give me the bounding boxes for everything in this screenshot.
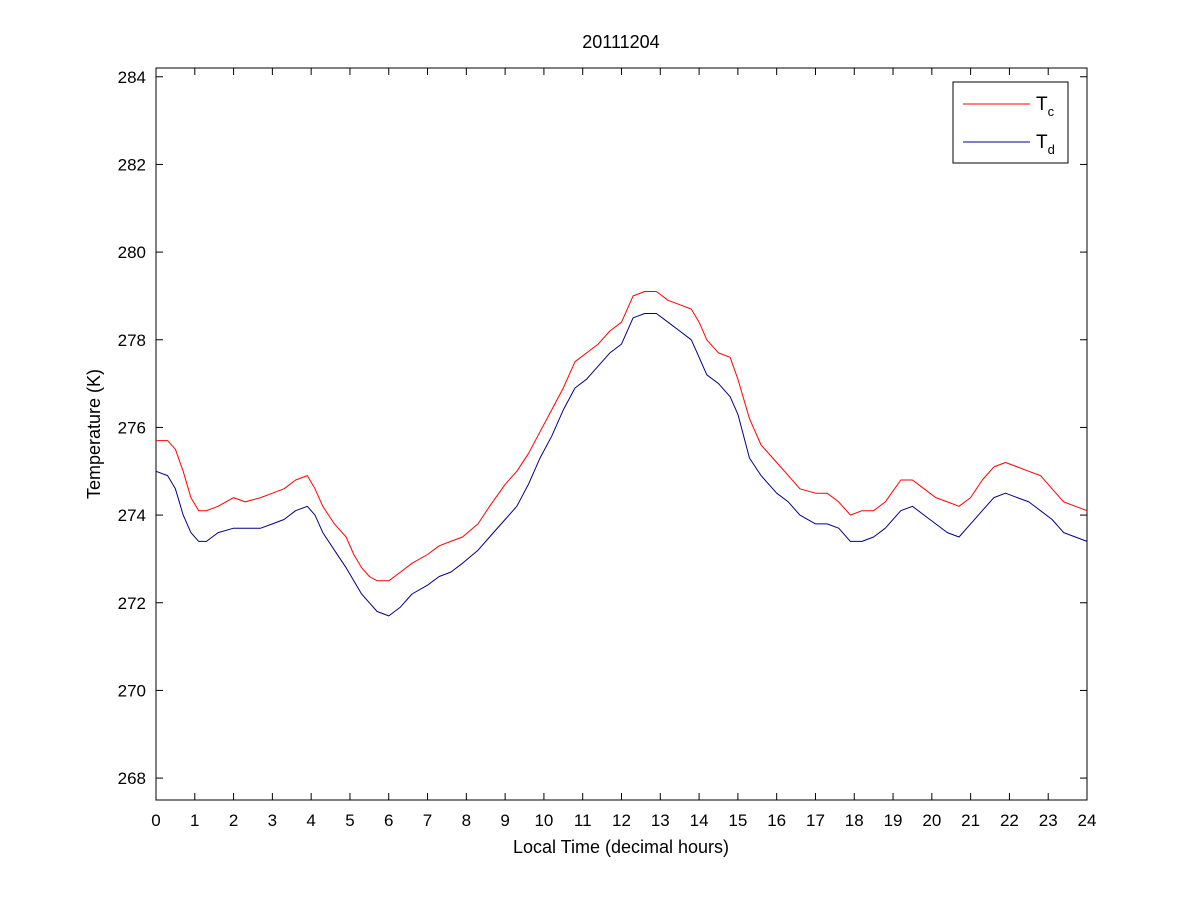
x-tick-label: 5 bbox=[345, 811, 354, 830]
y-tick-label: 274 bbox=[118, 506, 146, 525]
x-tick-label: 6 bbox=[384, 811, 393, 830]
x-tick-label: 9 bbox=[500, 811, 509, 830]
x-axis-label: Local Time (decimal hours) bbox=[513, 837, 729, 857]
legend-label: Td bbox=[1036, 132, 1055, 157]
x-tick-label: 13 bbox=[651, 811, 670, 830]
x-tick-label: 14 bbox=[690, 811, 709, 830]
x-tick-label: 17 bbox=[806, 811, 825, 830]
y-tick-label: 272 bbox=[118, 594, 146, 613]
y-tick-label: 278 bbox=[118, 331, 146, 350]
x-tick-label: 18 bbox=[845, 811, 864, 830]
x-tick-label: 4 bbox=[306, 811, 315, 830]
x-tick-label: 3 bbox=[268, 811, 277, 830]
x-tick-label: 1 bbox=[190, 811, 199, 830]
x-tick-label: 24 bbox=[1078, 811, 1097, 830]
x-tick-label: 10 bbox=[534, 811, 553, 830]
x-tick-label: 11 bbox=[574, 811, 592, 830]
y-tick-label: 284 bbox=[118, 68, 146, 87]
y-tick-label: 270 bbox=[118, 681, 146, 700]
plot-area bbox=[155, 67, 1088, 801]
x-tick-label: 22 bbox=[1000, 811, 1019, 830]
x-tick-label: 19 bbox=[884, 811, 903, 830]
x-tick-label: 15 bbox=[728, 811, 747, 830]
series-line-td bbox=[155, 313, 1088, 617]
chart-title: 20111204 bbox=[582, 32, 659, 52]
x-tick-label: 2 bbox=[229, 811, 238, 830]
x-tick-label: 0 bbox=[151, 811, 160, 830]
x-tick-label: 16 bbox=[767, 811, 786, 830]
x-tick-label: 8 bbox=[462, 811, 471, 830]
y-tick-label: 280 bbox=[118, 243, 146, 262]
legend-label: Tc bbox=[1036, 94, 1055, 119]
x-tick-label: 23 bbox=[1039, 811, 1058, 830]
y-axis: 268 270 272 274 276 278 280 282 284 bbox=[118, 68, 1087, 788]
x-tick-label: 7 bbox=[423, 811, 432, 830]
x-tick-label: 20 bbox=[922, 811, 941, 830]
y-axis-label: Temperature (K) bbox=[84, 369, 104, 499]
series-line-tc bbox=[156, 291, 1088, 582]
y-tick-label: 282 bbox=[118, 155, 146, 174]
x-axis: 0 1 2 3 4 5 6 7 8 9 10 11 12 13 14 15 16 17 18 19 20 21 22 23 24 bbox=[151, 68, 1096, 830]
series-layer bbox=[155, 291, 1088, 617]
x-tick-label: 21 bbox=[961, 811, 980, 830]
y-tick-label: 276 bbox=[118, 418, 146, 437]
legend-box bbox=[952, 81, 1069, 164]
y-tick-label: 268 bbox=[118, 769, 146, 788]
legend: Tc Td bbox=[952, 81, 1069, 164]
x-tick-label: 12 bbox=[612, 811, 631, 830]
